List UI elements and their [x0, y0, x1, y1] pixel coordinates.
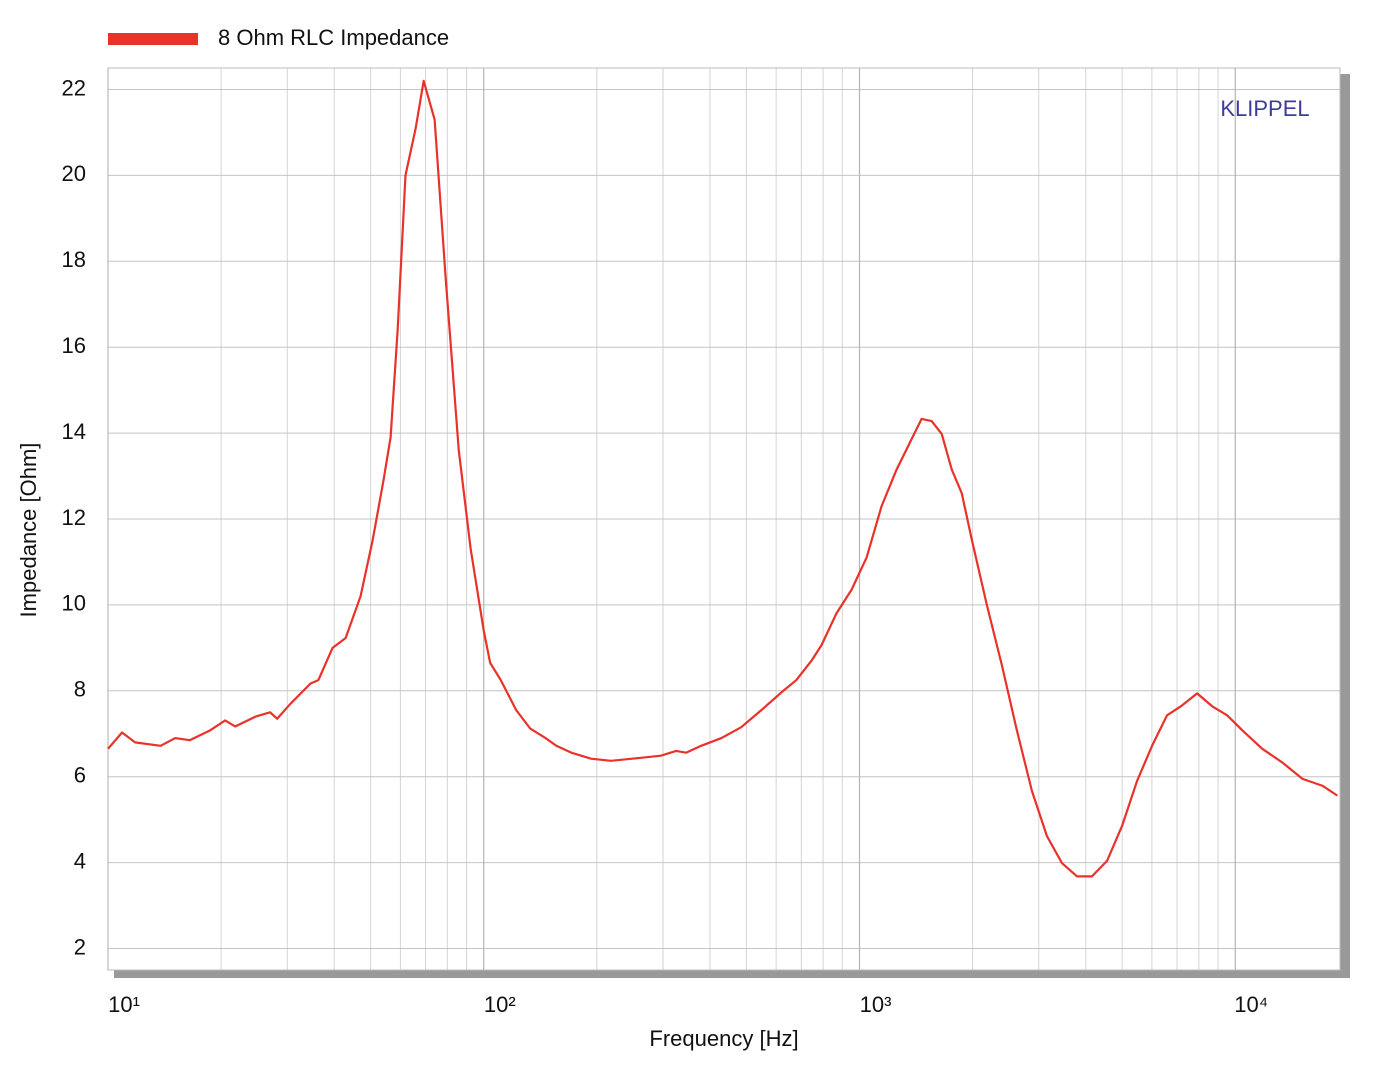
x-axis-label: Frequency [Hz] [649, 1026, 798, 1051]
y-tick-label: 8 [74, 677, 86, 702]
annotation: KLIPPEL [1220, 96, 1309, 121]
x-tick-label: 10¹ [108, 992, 140, 1017]
y-tick-label: 14 [62, 419, 86, 444]
legend-label: 8 Ohm RLC Impedance [218, 25, 449, 50]
legend-swatch [108, 33, 198, 45]
y-tick-label: 12 [62, 505, 86, 530]
data-line [107, 79, 1339, 878]
y-tick-label: 16 [62, 333, 86, 358]
y-tick-label: 4 [74, 848, 86, 873]
plot-border [107, 67, 1341, 971]
y-tick-label: 18 [62, 247, 86, 272]
x-tick-label: 10⁴ [1234, 992, 1268, 1017]
y-tick-label: 2 [74, 934, 86, 959]
y-tick-label: 20 [62, 161, 86, 186]
x-tick-label: 10² [484, 992, 516, 1017]
y-tick-label: 6 [74, 763, 86, 788]
y-tick-label: 22 [62, 75, 86, 100]
y-axis-label: Impedance [Ohm] [16, 443, 41, 618]
x-tick-label: 10³ [860, 992, 892, 1017]
y-tick-label: 10 [62, 591, 86, 616]
